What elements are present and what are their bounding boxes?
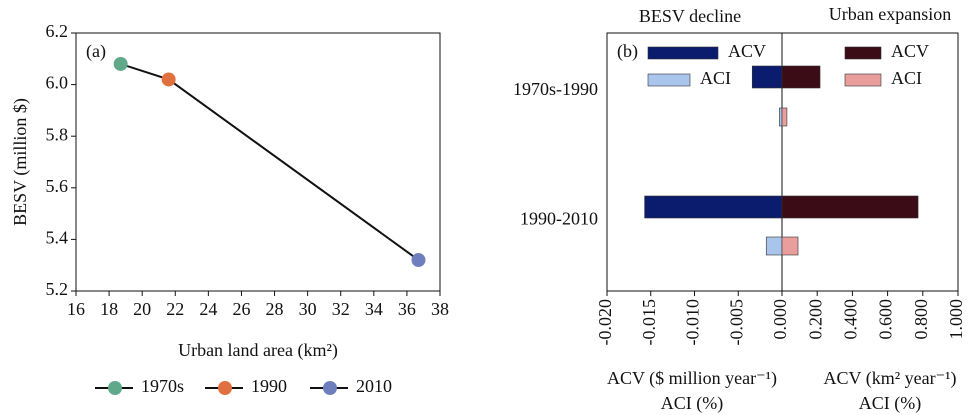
x-tick-label: 16 [67, 299, 85, 319]
x-tick-label: -0.015 [639, 299, 659, 346]
bar [644, 195, 783, 219]
bar [781, 236, 799, 256]
x-tick-label: 0.400 [841, 299, 861, 340]
x-tick-label: 1.000 [946, 299, 966, 340]
y-tick-label: 1990-2010 [520, 209, 598, 229]
bar [781, 107, 788, 127]
y-tick-label: 5.2 [46, 279, 69, 299]
data-point [113, 56, 128, 71]
data-point [411, 253, 426, 268]
y-tick-label: 5.6 [46, 176, 69, 196]
legend-marker [108, 381, 122, 395]
y-tick-label: 6.0 [46, 73, 69, 93]
x-tick-label: 0.200 [805, 299, 825, 340]
x-tick-label: 22 [166, 299, 184, 319]
x-tick-label: 32 [332, 299, 350, 319]
x-tick-label: -0.005 [726, 299, 746, 346]
legend-swatch [844, 46, 882, 60]
legend-label: ACV [891, 41, 929, 61]
x-tick-label: 28 [266, 299, 284, 319]
x-tick-label: 24 [199, 299, 217, 319]
bar [751, 65, 783, 89]
legend-swatch [844, 73, 882, 87]
panel-label: (b) [617, 41, 638, 62]
panel-label: (a) [86, 41, 106, 62]
left-header: BESV decline [639, 6, 741, 26]
x-tick-label: 0.600 [876, 299, 896, 340]
x-tick-label: 38 [431, 299, 449, 319]
bar [779, 107, 783, 127]
x-tick-label: 20 [133, 299, 151, 319]
x-tick-label: 0.800 [911, 299, 931, 340]
x-axis-label: Urban land area (km²) [178, 340, 338, 361]
x-tick-label: 30 [299, 299, 317, 319]
x-tick-label: 26 [232, 299, 250, 319]
legend-label: 2010 [356, 376, 392, 396]
legend-label: 1990 [251, 376, 287, 396]
right-header: Urban expansion [829, 4, 951, 24]
legend-label: ACI [700, 68, 731, 88]
y-axis-label: BESV (million $) [10, 98, 31, 226]
x-axis-label: ACI (%) [661, 393, 723, 414]
x-tick-label: 0.000 [770, 299, 790, 340]
bar [781, 195, 919, 219]
x-tick-label: 34 [365, 299, 383, 319]
x-tick-label: 18 [100, 299, 118, 319]
legend-swatch [647, 73, 691, 87]
bar [781, 65, 821, 89]
y-tick-label: 5.4 [46, 228, 69, 248]
legend-swatch [647, 46, 719, 60]
legend-label: ACV [728, 41, 766, 61]
y-tick-label: 1970s-1990 [513, 79, 598, 99]
legend-marker [218, 381, 232, 395]
plot-frame [75, 32, 441, 292]
x2-axis-label: ACI (%) [859, 393, 921, 414]
y-tick-label: 5.8 [46, 124, 69, 144]
legend-label: ACI [891, 68, 922, 88]
data-line [120, 63, 420, 261]
x2-axis-label: ACV (km² year⁻¹) [824, 368, 957, 389]
x-tick-label: 36 [398, 299, 416, 319]
legend-label: 1970s [141, 376, 184, 396]
x-axis-label: ACV ($ million year⁻¹) [607, 368, 777, 389]
legend-marker [323, 381, 337, 395]
x-tick-label: -0.010 [683, 299, 703, 346]
x-tick-label: -0.020 [595, 299, 615, 346]
bar [765, 236, 783, 256]
data-point [161, 72, 176, 87]
y-tick-label: 6.2 [46, 21, 69, 41]
